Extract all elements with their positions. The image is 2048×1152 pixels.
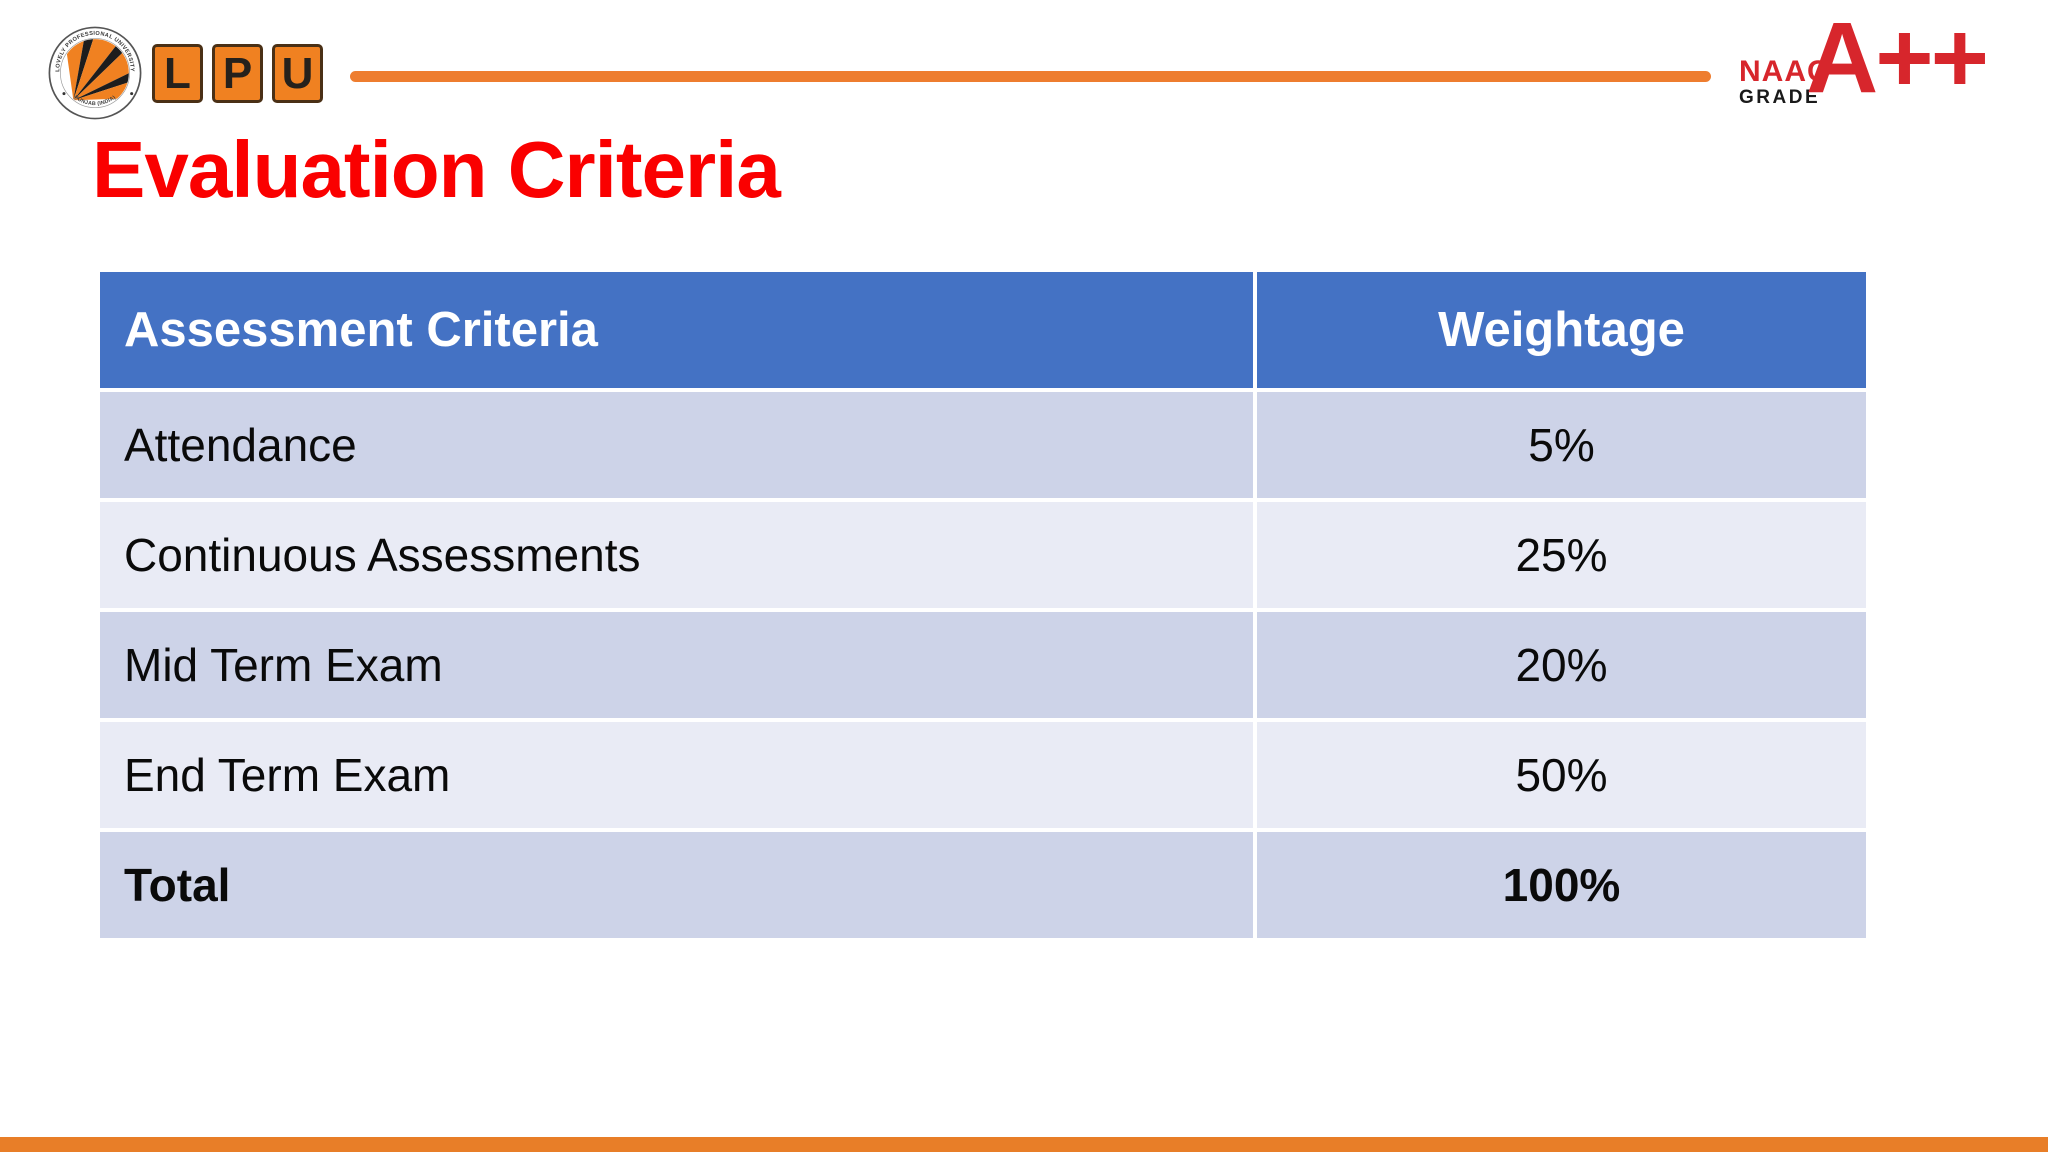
header-divider-line bbox=[350, 71, 1711, 82]
lpu-tile-l: L bbox=[152, 44, 203, 103]
table-row: Continuous Assessments 25% bbox=[100, 502, 1866, 608]
lpu-seal-logo: LOVELY PROFESSIONAL UNIVERSITY PUNJAB (I… bbox=[48, 26, 142, 120]
weightage-cell: 5% bbox=[1257, 392, 1866, 498]
naac-badge: NAAC GRADE bbox=[1739, 57, 1830, 109]
seal-dot-left bbox=[62, 92, 66, 96]
lpu-letter-tiles: L P U bbox=[152, 44, 323, 103]
evaluation-table: Assessment Criteria Weightage Attendance… bbox=[100, 272, 1866, 938]
criteria-cell: Mid Term Exam bbox=[100, 612, 1253, 718]
naac-grade-value: A++ bbox=[1806, 2, 1989, 114]
weightage-cell: 25% bbox=[1257, 502, 1866, 608]
page-title: Evaluation Criteria bbox=[92, 125, 781, 214]
table-row-total: Total 100% bbox=[100, 832, 1866, 938]
criteria-cell: Attendance bbox=[100, 392, 1253, 498]
criteria-cell: Total bbox=[100, 832, 1253, 938]
table-header-row: Assessment Criteria Weightage bbox=[100, 272, 1866, 388]
criteria-cell: End Term Exam bbox=[100, 722, 1253, 828]
header-cell-criteria: Assessment Criteria bbox=[100, 272, 1253, 388]
lpu-tile-p: P bbox=[212, 44, 263, 103]
lpu-tile-u: U bbox=[272, 44, 323, 103]
naac-label: NAAC bbox=[1739, 55, 1830, 88]
footer-bar bbox=[0, 1137, 2048, 1152]
weightage-cell: 100% bbox=[1257, 832, 1866, 938]
seal-dot-right bbox=[130, 92, 134, 96]
weightage-cell: 20% bbox=[1257, 612, 1866, 718]
criteria-cell: Continuous Assessments bbox=[100, 502, 1253, 608]
table-row: Attendance 5% bbox=[100, 392, 1866, 498]
table-row: End Term Exam 50% bbox=[100, 722, 1866, 828]
table-row: Mid Term Exam 20% bbox=[100, 612, 1866, 718]
weightage-cell: 50% bbox=[1257, 722, 1866, 828]
naac-grade-label: GRADE bbox=[1739, 87, 1821, 108]
header-cell-weightage: Weightage bbox=[1257, 272, 1866, 388]
